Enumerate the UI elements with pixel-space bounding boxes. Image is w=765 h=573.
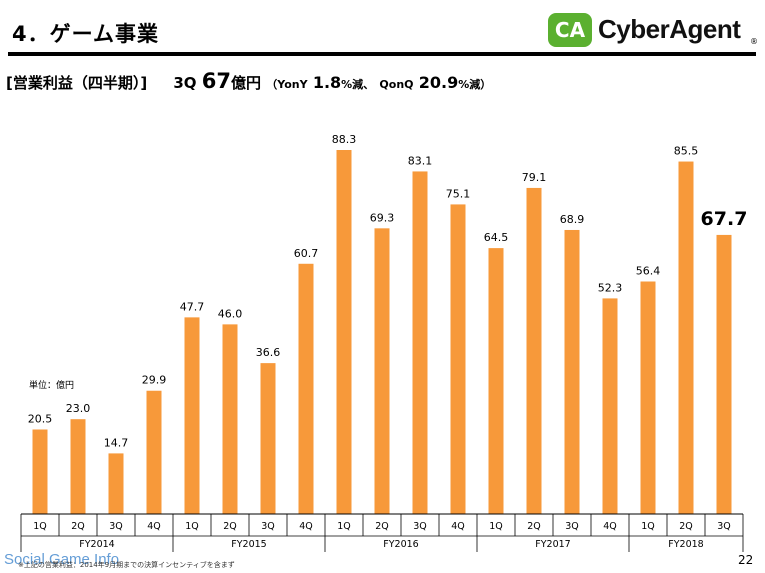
fiscal-year-label: FY2014	[79, 539, 114, 550]
x-tick-label: 4Q	[147, 521, 161, 532]
page-title: 4．ゲーム事業	[12, 22, 159, 46]
data-label: 83.1	[408, 154, 433, 167]
x-tick-label: 4Q	[451, 521, 465, 532]
x-tick-label: 1Q	[489, 521, 503, 532]
footnote: ※上記の営業利益：2014年9月期までの決算インセンティブを含まず	[18, 561, 235, 569]
fiscal-year-label: FY2017	[535, 539, 570, 550]
registered-mark: ®	[750, 37, 758, 46]
logo-mark-icon: CA	[548, 13, 592, 47]
bar	[602, 298, 618, 514]
data-label: 14.7	[104, 436, 129, 449]
fiscal-year-label: FY2016	[383, 539, 418, 550]
fiscal-year-label: FY2015	[231, 539, 266, 550]
unit-label: 単位：億円	[29, 381, 75, 391]
x-tick-label: 1Q	[33, 521, 47, 532]
x-tick-label: 1Q	[641, 521, 655, 532]
x-tick-label: 2Q	[223, 521, 237, 532]
x-tick-label: 3Q	[109, 521, 123, 532]
data-label: 36.6	[256, 346, 281, 359]
subtitle-yony-value: 1.8	[312, 73, 342, 92]
x-tick-label: 1Q	[337, 521, 351, 532]
bar	[260, 363, 276, 514]
fiscal-year-label: FY2018	[668, 539, 703, 550]
bar	[488, 248, 504, 514]
x-tick-label: 3Q	[717, 521, 731, 532]
data-label: 47.7	[180, 300, 205, 313]
bar	[716, 234, 732, 514]
x-tick-label: 2Q	[679, 521, 693, 532]
subtitle-quarter: 3Q	[173, 74, 197, 92]
subtitle-unit: 億円	[231, 74, 262, 92]
bar	[412, 171, 428, 514]
data-label: 52.3	[598, 281, 623, 294]
x-tick-label: 4Q	[603, 521, 617, 532]
bar	[184, 317, 200, 514]
bar	[222, 324, 238, 514]
bar	[526, 187, 542, 515]
watermark: Social Game Info	[4, 551, 120, 568]
x-tick-label: 4Q	[299, 521, 313, 532]
bar	[374, 228, 390, 514]
chart-subtitle: [営業利益（四半期）] 3Q 67億円 （YonY 1.8%減、 QonQ 20…	[6, 69, 491, 93]
subtitle-value: 67	[201, 69, 232, 93]
data-label: 56.4	[636, 265, 661, 278]
x-tick-label: 1Q	[185, 521, 199, 532]
page-number: 22	[738, 553, 754, 567]
bar	[678, 161, 694, 514]
data-label: 46.0	[218, 307, 243, 320]
logo-wordmark: CyberAgent	[598, 14, 741, 44]
bar	[336, 150, 352, 514]
subtitle-yony-label: （YonY	[266, 78, 308, 91]
x-tick-label: 3Q	[261, 521, 275, 532]
subtitle-qonq-value: 20.9	[418, 73, 459, 92]
x-tick-label: 3Q	[565, 521, 579, 532]
data-label: 23.0	[66, 402, 91, 415]
data-label: 69.3	[370, 211, 395, 224]
cyberagent-logo: CA CyberAgent ®	[548, 11, 760, 49]
subtitle-yony-suffix: %減、	[341, 78, 375, 91]
data-label: 75.1	[446, 187, 471, 200]
subtitle-label: [営業利益（四半期）]	[6, 74, 148, 92]
bar	[450, 204, 466, 514]
bar	[564, 229, 580, 514]
data-label: 20.5	[28, 412, 53, 425]
subtitle-qonq-label: QonQ	[379, 78, 414, 91]
data-label: 29.9	[142, 374, 167, 387]
title-divider	[8, 52, 756, 56]
data-label: 85.5	[674, 145, 699, 158]
bar	[640, 281, 656, 514]
x-tick-label: 3Q	[413, 521, 427, 532]
data-label: 67.7	[701, 208, 748, 230]
subtitle-qonq-suffix: %減）	[458, 78, 492, 91]
x-tick-label: 2Q	[71, 521, 85, 532]
data-label: 60.7	[294, 247, 319, 260]
bar	[70, 419, 86, 514]
x-tick-label: 2Q	[527, 521, 541, 532]
data-label: 79.1	[522, 171, 547, 184]
data-label: 68.9	[560, 213, 585, 226]
bar	[32, 429, 48, 514]
data-label: 88.3	[332, 133, 357, 146]
x-tick-label: 2Q	[375, 521, 389, 532]
data-label: 64.5	[484, 231, 509, 244]
bar	[146, 390, 162, 514]
bar	[108, 453, 124, 514]
bar	[298, 263, 314, 514]
